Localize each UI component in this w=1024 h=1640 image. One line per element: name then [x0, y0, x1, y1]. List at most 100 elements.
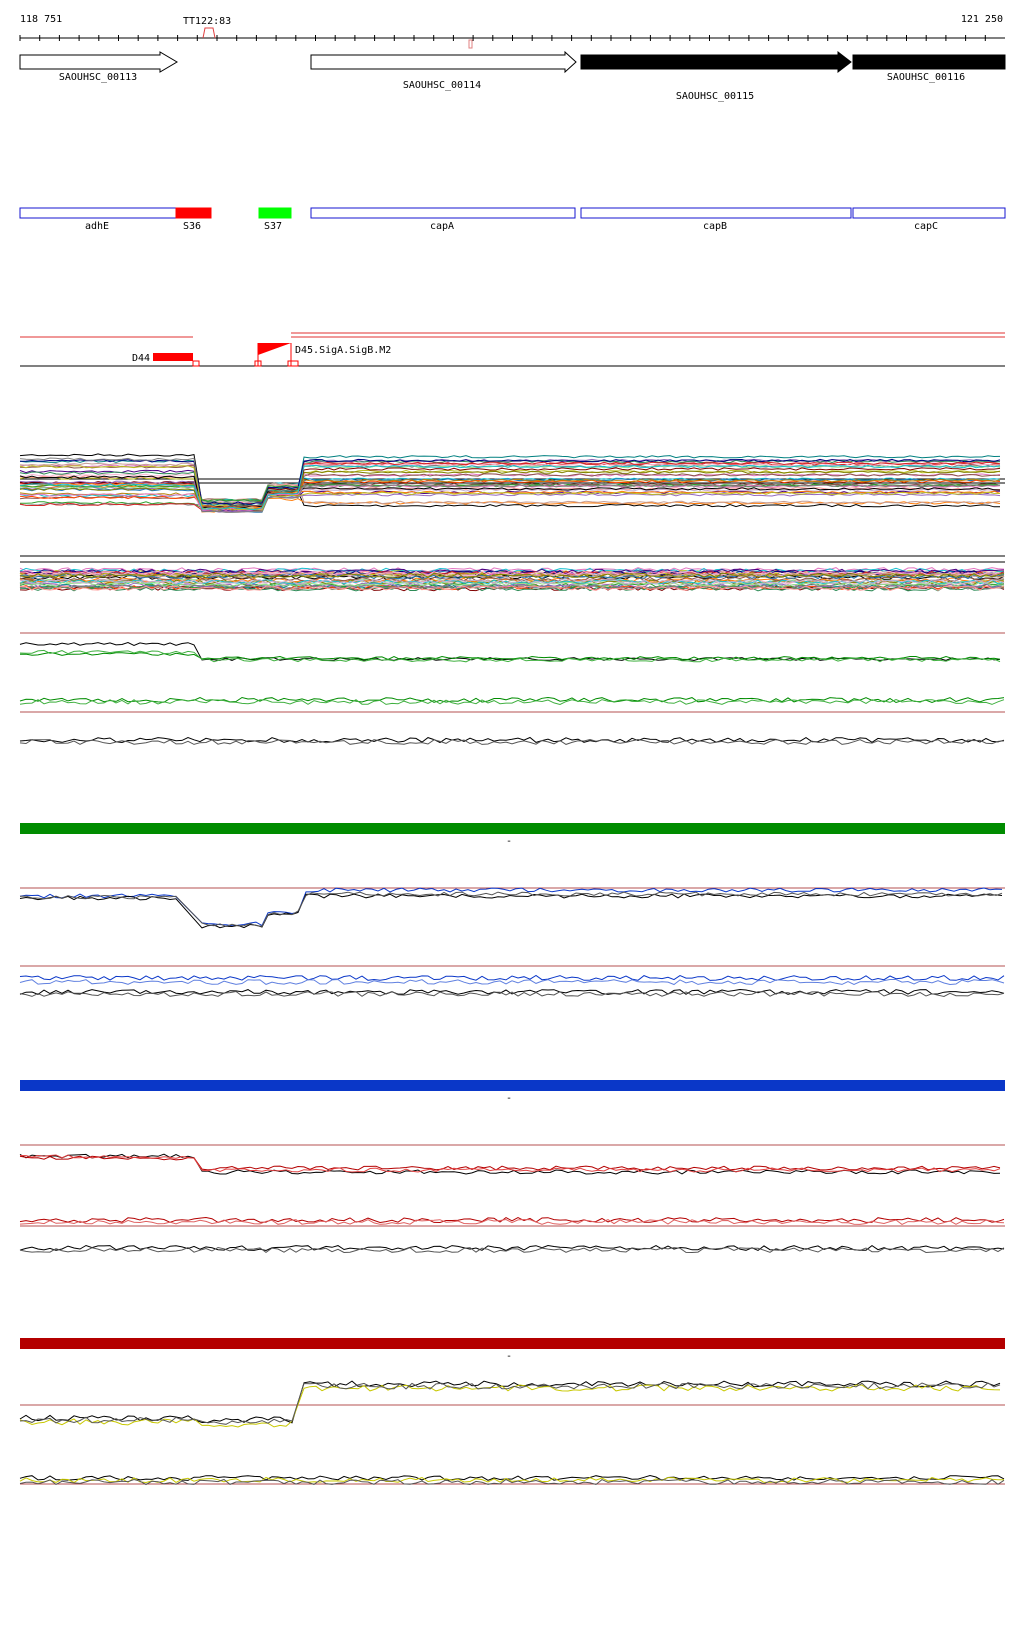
expression-profile-line	[19, 568, 1005, 575]
separator-mark: -	[506, 1351, 512, 1362]
terminator-label: TT122:83	[183, 16, 231, 27]
expression-profile-line	[19, 891, 1003, 928]
terminator-marker[interactable]	[202, 27, 216, 39]
segment-s36[interactable]	[175, 207, 212, 219]
expression-profile-line	[19, 570, 1005, 577]
gene-label: SAOUHSC_00115	[676, 91, 754, 102]
expression-profiles	[19, 1153, 1005, 1254]
expression-profiles	[19, 453, 1001, 513]
expression-profile-line	[19, 1155, 1001, 1171]
expression-profile-line	[19, 462, 1001, 505]
segment-label: S37	[264, 221, 282, 232]
promoter-d44-label: D44	[132, 353, 150, 364]
expression-panel-yellow-condition	[19, 1380, 1005, 1486]
gene-arrow-sahouhsc-00115[interactable]	[580, 50, 852, 74]
expression-panel-blue-condition: -	[19, 887, 1005, 1104]
expression-profile-line	[19, 988, 1005, 995]
expression-profile-line	[19, 698, 1005, 706]
expression-profile-line	[19, 482, 1001, 509]
promoter-d44[interactable]	[153, 353, 193, 361]
expression-profile-line	[19, 461, 1001, 512]
expression-profiles	[19, 567, 1005, 592]
expression-panel-green-condition: -	[19, 632, 1005, 847]
expression-profile-line	[19, 464, 1001, 510]
ruler-start-label: 118 751	[20, 14, 62, 25]
expression-profile-line	[19, 990, 1005, 998]
expression-profile-line	[19, 478, 1001, 513]
segment-label: S36	[183, 221, 201, 232]
expression-profile-line	[19, 1216, 1005, 1224]
expression-profile-line	[19, 467, 1001, 509]
condition-bar-blue[interactable]	[20, 1080, 1005, 1091]
expression-profile-line	[19, 475, 1001, 509]
segment-label: capC	[914, 221, 938, 232]
segment-capa[interactable]	[310, 207, 576, 219]
expression-profile-line	[19, 458, 1001, 505]
promoter-tss-box	[254, 360, 262, 367]
gene-label: SAOUHSC_00114	[403, 80, 481, 91]
expression-profile-line	[19, 978, 1005, 986]
expression-profile-line	[19, 585, 1005, 591]
promoter-tss-box	[287, 360, 299, 367]
expression-profile-line	[19, 651, 1001, 661]
expression-profile-line	[19, 1154, 1001, 1173]
segment-adhe[interactable]	[19, 207, 177, 219]
expression-profile-line	[19, 1478, 1005, 1486]
gene-label: SAOUHSC_00113	[59, 72, 137, 83]
expression-panel-red-condition: -	[19, 1144, 1005, 1362]
expression-profile-line	[19, 736, 1005, 744]
segment-s37[interactable]	[258, 207, 292, 219]
expression-profile-line	[19, 465, 1001, 509]
expression-profile-line	[19, 457, 1001, 513]
expression-profile-line	[19, 470, 1001, 512]
expression-profile-line	[19, 1380, 1001, 1424]
expression-profile-line	[19, 887, 1003, 927]
expression-profile-line	[19, 738, 1005, 745]
expression-profile-line	[19, 649, 1001, 663]
separator-mark: -	[506, 1093, 512, 1104]
ruler-end-label: 121 250	[961, 14, 1003, 25]
gene-track: SAOUHSC_00113 SAOUHSC_00114 SAOUHSC_0011…	[19, 50, 1006, 102]
expression-profile-line	[19, 572, 1005, 578]
gene-arrow-sahouhsc-00113[interactable]	[19, 51, 178, 73]
gene-arrow-sahouhsc-00116[interactable]	[852, 54, 1006, 70]
segment-label: capA	[430, 221, 454, 232]
promoter-tss-box	[192, 360, 200, 367]
expression-profile-line	[19, 974, 1005, 981]
expression-profile-line	[19, 1246, 1005, 1254]
expression-profile-line	[19, 1384, 1001, 1428]
coordinate-ruler: 118 751 121 250 TT122:83	[19, 14, 1005, 49]
expression-profile-line	[19, 459, 1001, 503]
expression-profile-line	[19, 572, 1005, 579]
expression-profiles	[19, 1380, 1005, 1486]
expression-profile-line	[19, 453, 1000, 508]
expression-profiles	[19, 887, 1005, 998]
promoter-track: D44 D45.SigA.SigB.M2	[20, 332, 1005, 367]
segment-label: adhE	[85, 221, 109, 232]
expression-profile-line	[19, 1218, 1005, 1225]
segment-capc[interactable]	[852, 207, 1006, 219]
expression-profile-line	[19, 1474, 1005, 1481]
expression-profile-line	[19, 893, 1003, 929]
promoter-d45-ramp[interactable]	[258, 343, 291, 355]
expression-profile-line	[19, 578, 1005, 585]
condition-bar-green[interactable]	[20, 823, 1005, 834]
condition-bar-red[interactable]	[20, 1338, 1005, 1349]
small-marker	[468, 39, 473, 49]
gene-label: SAOUHSC_00116	[887, 72, 965, 83]
gene-arrow-sahouhsc-00114[interactable]	[310, 50, 577, 74]
expression-panel-all-conditions-reverse	[19, 555, 1005, 592]
expression-profiles	[19, 641, 1005, 745]
expression-panel-all-conditions	[19, 453, 1005, 513]
separator-mark: -	[506, 836, 512, 847]
expression-profile-line	[19, 1382, 1001, 1425]
segment-capb[interactable]	[580, 207, 852, 219]
expression-profile-line	[19, 479, 1001, 508]
promoter-overlap-label: D45.SigA.SigB.M2	[295, 345, 391, 356]
expression-profile-line	[19, 1244, 1005, 1252]
segment-label: capB	[703, 221, 727, 232]
segment-track: adhE S36 S37 capA capB capC	[19, 207, 1006, 232]
expression-profile-line	[19, 469, 1000, 513]
